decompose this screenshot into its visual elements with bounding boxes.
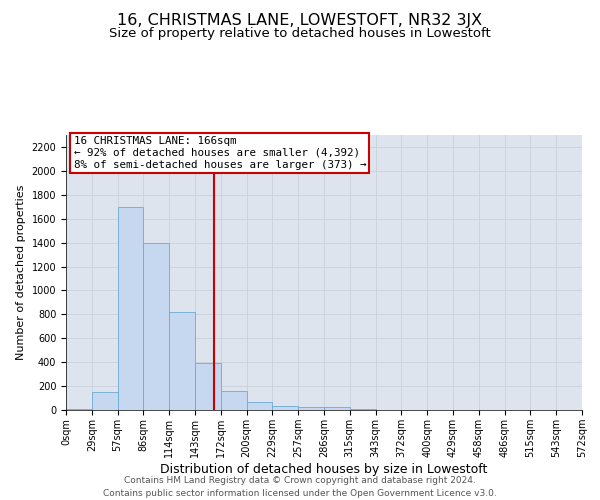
Bar [118,206,143,410]
X-axis label: Distribution of detached houses by size in Lowestoft: Distribution of detached houses by size … [160,462,488,475]
Bar [169,312,195,410]
Bar [66,409,92,410]
Bar [195,364,221,410]
Bar [92,392,118,410]
Bar [143,242,169,410]
Text: 16 CHRISTMAS LANE: 166sqm
← 92% of detached houses are smaller (4,392)
8% of sem: 16 CHRISTMAS LANE: 166sqm ← 92% of detac… [74,136,366,170]
Bar [272,406,298,410]
Text: 16, CHRISTMAS LANE, LOWESTOFT, NR32 3JX: 16, CHRISTMAS LANE, LOWESTOFT, NR32 3JX [118,12,482,28]
Text: Contains HM Land Registry data © Crown copyright and database right 2024.
Contai: Contains HM Land Registry data © Crown c… [103,476,497,498]
Bar [298,407,324,410]
Bar [247,402,272,410]
Bar [221,391,247,410]
Bar [324,407,350,410]
Y-axis label: Number of detached properties: Number of detached properties [16,185,26,360]
Text: Size of property relative to detached houses in Lowestoft: Size of property relative to detached ho… [109,28,491,40]
